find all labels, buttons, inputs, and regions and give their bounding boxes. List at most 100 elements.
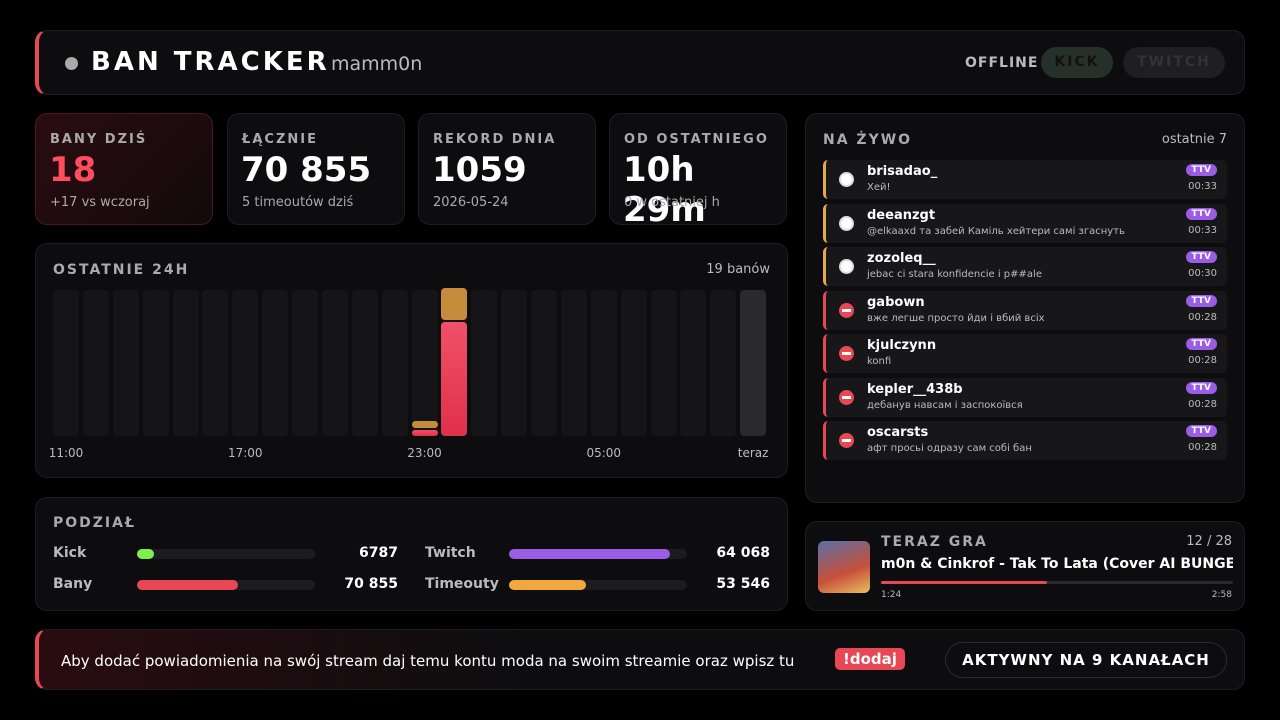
np-title: TERAZ GRA <box>881 534 988 550</box>
footer-text: Aby dodać powiadomienia na swój stream d… <box>61 652 795 670</box>
feed-item: kjulczynn konfi TTV 00:28 <box>823 334 1227 373</box>
breakdown-track <box>509 549 687 559</box>
status-dot <box>65 57 78 70</box>
ban-icon-bar <box>842 308 851 312</box>
feed-badge: TTV <box>1185 338 1217 350</box>
chart-title: OSTATNIE 24H <box>53 262 190 278</box>
feed-badge: TTV <box>1185 425 1217 437</box>
feed-time: 00:28 <box>1188 442 1217 453</box>
breakdown-fill <box>137 580 239 590</box>
timeout-icon <box>839 172 854 187</box>
breakdown-name: Kick <box>53 545 87 561</box>
feed-user: gabown <box>867 294 925 310</box>
hour-label: 05:00 <box>586 446 622 460</box>
breakdown-value: 53 546 <box>716 576 770 592</box>
feed-item: zozoleq__ jebac ci stara konfidencie i p#… <box>823 247 1227 286</box>
feed-time: 00:33 <box>1188 224 1217 236</box>
feed-time: 00:30 <box>1188 268 1217 279</box>
feed-user: kjulczynn <box>867 338 937 353</box>
bar-slot <box>112 290 139 436</box>
hour-label: 17:00 <box>227 446 263 460</box>
bar-slot <box>471 290 498 436</box>
feed-message: jebac ci stara konfidencie i p##ale <box>867 269 1042 280</box>
bar-slot <box>53 290 79 436</box>
bar-slot <box>351 290 378 436</box>
np-track: m0n & Cinkrof - Tak To Lata (Cover AI BU… <box>881 556 1233 572</box>
ban-bar <box>411 429 438 436</box>
bar-slot <box>560 290 587 436</box>
feed-time: 00:33 <box>1188 181 1217 192</box>
bar-slot <box>202 290 229 436</box>
stat-value: 70 855 <box>241 150 372 190</box>
np-progress <box>881 581 1048 584</box>
status: OFFLINE <box>965 55 1039 71</box>
feed-item: oscarsts афт просьі одразу сам собі бан TT… <box>823 421 1227 460</box>
stat-value: 1059 <box>432 150 527 190</box>
np-elapsed: 1:24 <box>881 590 902 600</box>
feed-time: 00:28 <box>1188 398 1217 410</box>
stat-card: ŁĄCZNIE 70 855 5 timeoutów dziś <box>227 113 405 225</box>
bar-slot <box>411 290 438 436</box>
feed-message: афт просьі одразу сам собі бан <box>867 443 1032 454</box>
stat-sub: 0 w ostatniej h <box>624 195 720 210</box>
bar-slot <box>82 290 109 436</box>
bar-slot <box>441 288 468 436</box>
np-duration: 2:58 <box>1211 590 1232 600</box>
ban-icon-bar <box>842 352 851 355</box>
breakdown-value: 70 855 <box>344 576 398 592</box>
cover-art <box>818 541 870 593</box>
np-track-bar <box>881 581 1233 584</box>
bar-slot <box>531 290 557 436</box>
stat-value: 18 <box>49 150 97 190</box>
bar-slot <box>262 290 289 436</box>
feed-item: gabown вже легше просто йди і вбий всіх TT… <box>823 290 1227 330</box>
bar-slot <box>680 290 707 436</box>
feed-badge: TTV <box>1185 164 1217 176</box>
ban-icon <box>839 389 854 405</box>
feed-badge: TTV <box>1185 207 1217 220</box>
feed-time: 00:28 <box>1188 311 1217 323</box>
feed-item: kepler__438b дебанув навсам і заспокоївся… <box>823 377 1227 417</box>
feed-message: konfi <box>867 356 892 367</box>
bar-slot <box>321 290 348 436</box>
user: mamm0n <box>331 53 423 75</box>
feed-user: deeanzgt <box>867 207 936 223</box>
bar-slot <box>232 290 259 436</box>
timeout-bar <box>411 421 438 428</box>
active-channels[interactable]: AKTYWNY NA 9 KANAŁACH <box>945 642 1227 678</box>
kick-button[interactable]: KICK <box>1041 47 1113 78</box>
stat-label: REKORD DNIA <box>433 132 557 147</box>
breakdown-fill <box>509 549 670 559</box>
breakdown-title: PODZIAŁ <box>53 515 136 531</box>
ban-icon <box>839 433 854 448</box>
bar-slot <box>501 290 528 436</box>
ban-icon <box>839 302 854 318</box>
feed-message: вже легше просто йди і вбий всіх <box>867 312 1045 324</box>
ban-icon-bar <box>842 439 851 442</box>
feed-item: brisadao_ Хей! TTV 00:33 <box>823 160 1227 199</box>
breakdown-track <box>137 580 315 590</box>
header: BAN TRACKER mamm0n OFFLINE KICK TWITCH <box>35 30 1245 95</box>
feed-badge: TTV <box>1185 251 1217 263</box>
command: !dodaj <box>835 648 905 670</box>
live-summary: ostatnie 7 <box>1161 132 1227 147</box>
np-position: 12 / 28 <box>1186 534 1232 549</box>
feed-user: brisadao_ <box>867 164 938 179</box>
stat-label: OD OSTATNIEGO <box>624 132 769 147</box>
breakdown-name: Bany <box>53 576 93 592</box>
timeout-icon <box>839 259 854 274</box>
twitch-button[interactable]: TWITCH <box>1123 47 1225 78</box>
bar-slot <box>740 290 767 436</box>
feed-badge: TTV <box>1185 381 1217 394</box>
title: BAN TRACKER <box>91 47 330 77</box>
chart-summary: 19 banów <box>706 262 770 277</box>
bar-slot <box>142 290 169 436</box>
bar-slot <box>650 290 677 436</box>
now-playing: TERAZ GRA 12 / 28 m0n & Cinkrof - Tak To… <box>805 521 1245 611</box>
breakdown-fill <box>509 580 586 590</box>
bar-slot <box>292 290 318 436</box>
stat-sub: 2026-05-24 <box>433 195 509 210</box>
feed-user: oscarsts <box>867 425 929 440</box>
stat-sub: 5 timeoutów dziś <box>242 195 354 210</box>
timeout-icon <box>839 215 854 231</box>
